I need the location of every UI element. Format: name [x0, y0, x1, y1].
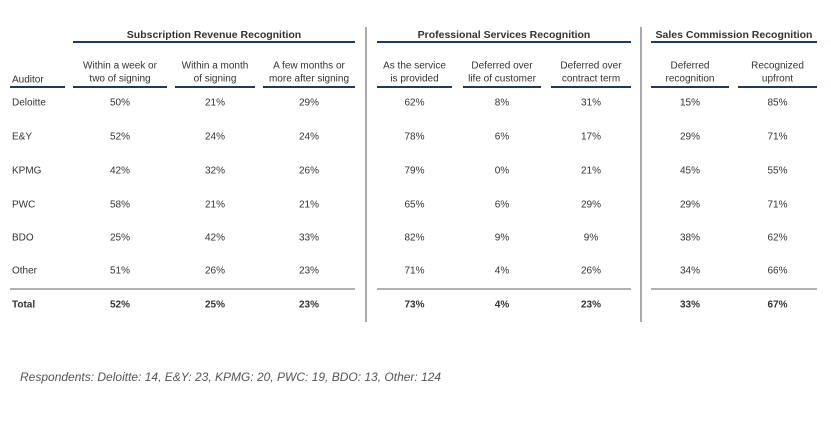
cell: 26% [581, 266, 601, 277]
column-header: contract term [562, 74, 620, 85]
cell: 21% [299, 200, 319, 211]
column-header: is provided [390, 74, 438, 85]
cell: 23% [299, 266, 319, 277]
cell: 33% [680, 300, 700, 311]
cell: 29% [680, 132, 700, 143]
cell: 73% [404, 300, 424, 311]
column-header: Within a month [182, 61, 249, 72]
cell: 66% [767, 266, 787, 277]
cell: 23% [299, 300, 319, 311]
column-header: of signing [194, 74, 237, 85]
column-header: life of customer [468, 74, 536, 85]
cell: 45% [680, 166, 700, 177]
cell: 33% [299, 233, 319, 244]
cell: 9% [584, 233, 599, 244]
row-label: Total [12, 300, 35, 311]
column-header: two of signing [89, 74, 150, 85]
cell: 29% [299, 98, 319, 109]
cell: 67% [767, 300, 787, 311]
row-label: E&Y [12, 132, 32, 143]
cell: 29% [680, 200, 700, 211]
cell: 62% [767, 233, 787, 244]
column-header: A few months or [273, 61, 345, 72]
cell: 62% [404, 98, 424, 109]
cell: 26% [299, 166, 319, 177]
cell: 79% [404, 166, 424, 177]
cell: 25% [110, 233, 130, 244]
cell: 85% [767, 98, 787, 109]
column-header: more after signing [269, 74, 349, 85]
cell: 21% [581, 166, 601, 177]
cell: 21% [205, 200, 225, 211]
cell: 25% [205, 300, 225, 311]
column-header: As the service [383, 61, 446, 72]
cell: 52% [110, 300, 130, 311]
cell: 65% [404, 200, 424, 211]
cell: 50% [110, 98, 130, 109]
cell: 71% [767, 200, 787, 211]
column-header: Deferred over [560, 61, 622, 72]
group-title: Professional Services Recognition [418, 29, 591, 41]
cell: 55% [767, 166, 787, 177]
cell: 38% [680, 233, 700, 244]
row-label: BDO [12, 233, 34, 244]
cell: 4% [495, 300, 510, 311]
group-title: Sales Commission Recognition [656, 29, 813, 41]
cell: 32% [205, 166, 225, 177]
cell: 8% [495, 98, 510, 109]
column-header: Deferred over [471, 61, 533, 72]
cell: 82% [404, 233, 424, 244]
cell: 15% [680, 98, 700, 109]
cell: 51% [110, 266, 130, 277]
cell: 4% [495, 266, 510, 277]
column-header: Recognized [751, 61, 804, 72]
cell: 29% [581, 200, 601, 211]
cell: 42% [205, 233, 225, 244]
auditor-header: Auditor [12, 75, 44, 86]
cell: 0% [495, 166, 510, 177]
cell: 26% [205, 266, 225, 277]
column-header: Within a week or [83, 61, 158, 72]
cell: 71% [767, 132, 787, 143]
cell: 9% [495, 233, 510, 244]
cell: 6% [495, 132, 510, 143]
cell: 71% [404, 266, 424, 277]
cell: 23% [581, 300, 601, 311]
cell: 42% [110, 166, 130, 177]
column-header: Deferred [671, 61, 710, 72]
cell: 24% [299, 132, 319, 143]
cell: 58% [110, 200, 130, 211]
column-header: recognition [666, 74, 715, 85]
cell: 78% [404, 132, 424, 143]
cell: 21% [205, 98, 225, 109]
group-title: Subscription Revenue Recognition [127, 29, 301, 41]
cell: 52% [110, 132, 130, 143]
row-label: Deloitte [12, 98, 46, 109]
column-header: upfront [762, 74, 793, 85]
row-label: Other [12, 266, 38, 277]
row-label: KPMG [12, 166, 42, 177]
footnote: Respondents: Deloitte: 14, E&Y: 23, KPMG… [20, 370, 441, 384]
cell: 17% [581, 132, 601, 143]
cell: 24% [205, 132, 225, 143]
cell: 31% [581, 98, 601, 109]
cell: 6% [495, 200, 510, 211]
row-label: PWC [12, 200, 35, 211]
cell: 34% [680, 266, 700, 277]
